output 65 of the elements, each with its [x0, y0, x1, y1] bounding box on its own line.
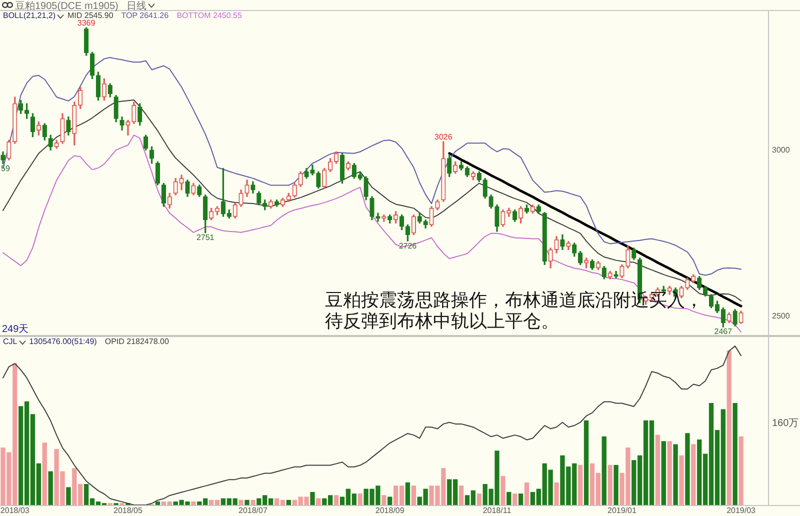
y-tick-label: 2500: [772, 311, 790, 320]
x-tick-label: 2018/09: [375, 506, 405, 516]
bar: [506, 492, 512, 505]
bar: [382, 495, 386, 505]
bar: [48, 471, 53, 505]
chart-title: 豆粕1905(DCE m1905): [15, 1, 118, 12]
annotation: 59: [1, 164, 10, 173]
text: BOTTOM 2450.55: [176, 11, 242, 20]
bar: [191, 501, 196, 505]
x-tick-label: 2019/01: [608, 506, 637, 516]
x-tick-label: 2018/07: [238, 506, 268, 516]
bar: [405, 482, 410, 505]
bar: [732, 402, 738, 505]
annotation: 2467: [714, 327, 733, 336]
bar: [286, 500, 291, 505]
bar: [512, 494, 518, 505]
bar: [316, 498, 321, 505]
bar: [518, 494, 524, 505]
annotation: 待反弹到布林中轨以上平仓。: [325, 311, 559, 332]
bar: [411, 486, 416, 505]
bar: [476, 494, 482, 505]
y-tick-label: 3000: [772, 145, 790, 154]
bar: [691, 444, 696, 505]
bar: [679, 455, 684, 505]
bar: [42, 442, 47, 505]
bar: [578, 464, 583, 505]
legend-title: BOLL(21,21,2): [3, 11, 56, 20]
bar: [334, 495, 339, 505]
bar: [524, 482, 530, 505]
bar: [244, 500, 250, 505]
bar: [738, 436, 744, 505]
bar: [661, 441, 666, 505]
bar: [66, 487, 71, 505]
bar: [608, 464, 612, 505]
text: 1305476.00(51:49): [29, 337, 98, 346]
x-tick-label: 2018/05: [114, 506, 143, 516]
bar: [673, 444, 678, 505]
bar: [238, 500, 244, 505]
bar: [500, 476, 506, 505]
bar: [388, 496, 392, 505]
bar: [685, 433, 690, 505]
bar: [458, 486, 464, 505]
bar: [250, 500, 256, 505]
bar: [310, 492, 315, 505]
annotation: 2751: [196, 232, 215, 242]
x-tick-label: 2018/03: [0, 506, 30, 516]
text: MID 2545.90: [67, 11, 114, 20]
x-tick-label: 2018/11: [482, 506, 512, 516]
legend-title: CJL: [3, 337, 18, 346]
text: 160万: [772, 418, 799, 429]
annotation: 3369: [77, 18, 96, 28]
bar: [655, 434, 660, 505]
bar: [726, 350, 732, 505]
bar: [614, 464, 618, 505]
annotation: 3026: [434, 132, 453, 142]
text: OPID 2182478.00: [104, 337, 170, 346]
x-tick-label: 2019/03: [726, 506, 756, 516]
bar: [554, 482, 559, 505]
bar: [584, 420, 589, 505]
chart-subtitle: 日线: [126, 0, 146, 12]
bar: [667, 441, 672, 505]
annotation: 249天: [2, 324, 29, 335]
bar: [602, 436, 606, 505]
bar: [358, 494, 362, 505]
text: TOP 2641.26: [121, 11, 170, 20]
